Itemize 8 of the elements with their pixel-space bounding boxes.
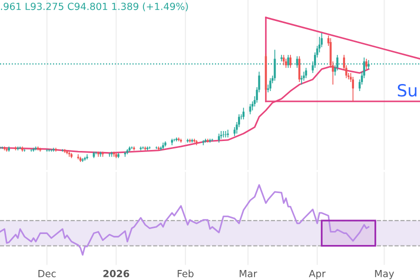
x-tick-label: Mar [240,270,258,278]
x-tick-label: Feb [178,270,194,278]
x-tick-label: May [375,270,394,280]
x-tick-label: Apr [308,270,326,280]
x-tick-label: Dec [38,270,56,278]
x-tick-label: 2026 [103,270,130,278]
annotation: Su [398,84,416,97]
text: .961 L93.275 C94.801 1.389 (+1.49%) [1,2,188,12]
